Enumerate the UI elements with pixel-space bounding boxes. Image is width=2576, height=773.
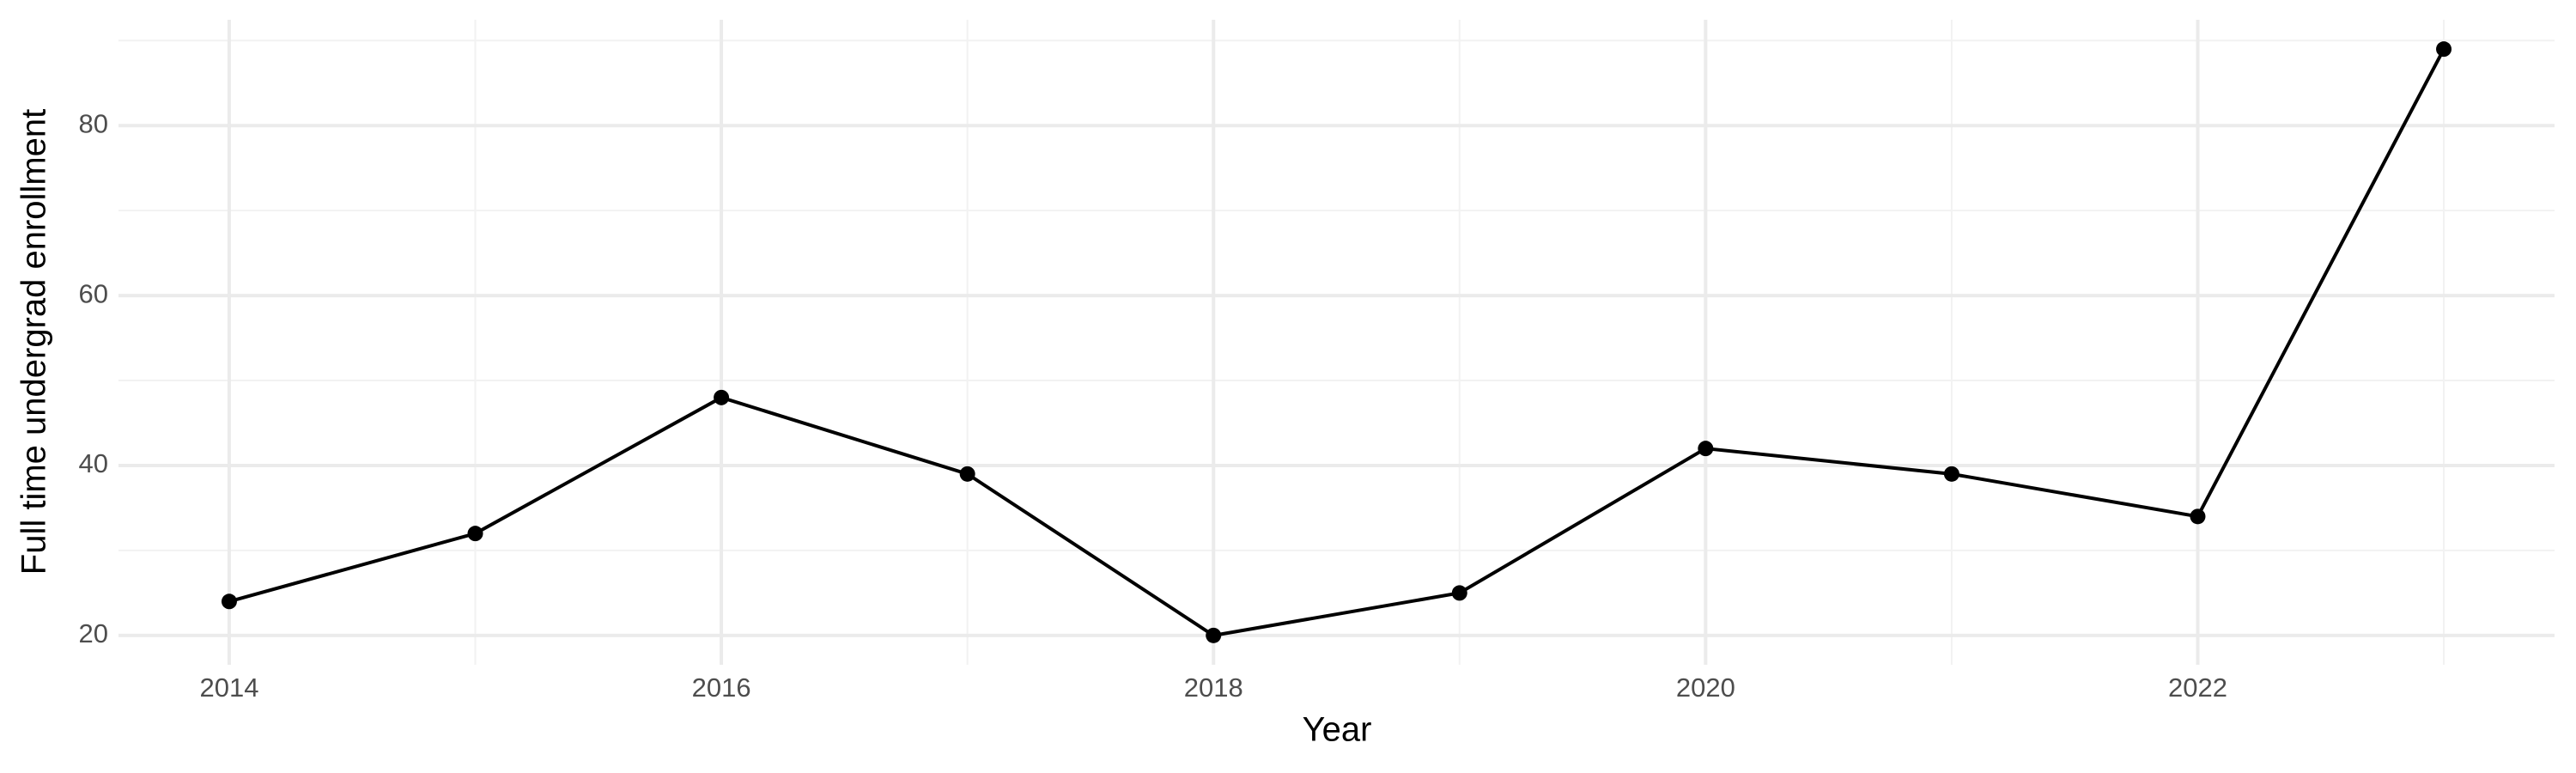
point [1698,441,1714,457]
point [959,466,975,482]
x-axis-title: Year [1303,711,1372,749]
x-tick-label: 2014 [199,673,258,703]
point [714,389,730,405]
y-axis-title: Full time undergrad enrollment [15,109,53,575]
point [1451,585,1467,601]
point [1206,627,1222,643]
point [467,526,483,542]
x-tick-label: 2018 [1184,673,1243,703]
x-tick-label: 2022 [2168,673,2227,703]
point [1943,466,1959,482]
y-tick-label: 80 [79,108,108,138]
point [221,593,237,610]
line [228,48,2445,637]
y-tick-label: 20 [79,618,108,648]
x-tick-label: 2016 [692,673,751,703]
y-tick-label: 40 [79,448,108,478]
point [2436,41,2452,58]
point [2190,508,2206,525]
x-tick-label: 2020 [1676,673,1735,703]
y-tick-label: 60 [79,278,108,308]
